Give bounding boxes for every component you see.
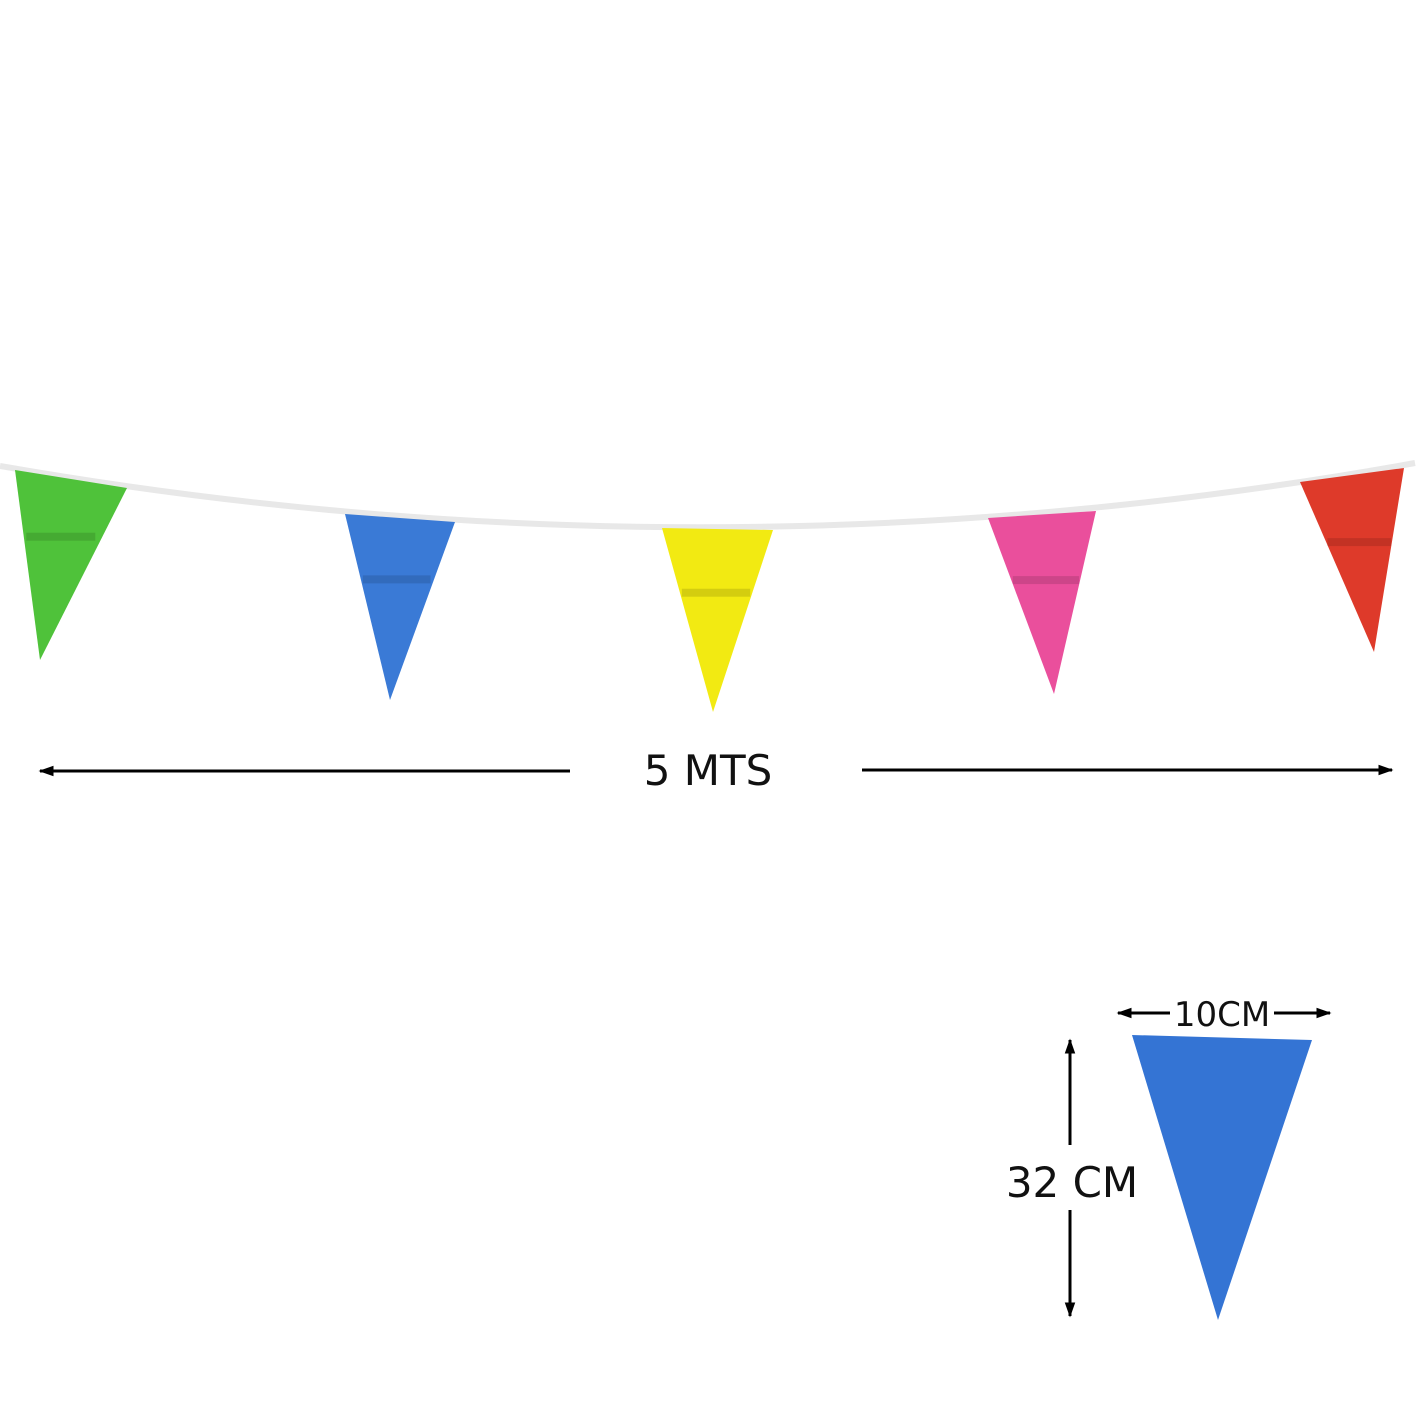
bunting-string — [0, 460, 1416, 531]
length-label: 5 MTS — [644, 746, 773, 795]
flag-fold-shadow — [26, 532, 96, 541]
pennant-flag-pink — [988, 511, 1096, 694]
flag-fold-shadow — [1327, 538, 1392, 547]
flag-fold-shadow — [362, 575, 431, 584]
flag-fold-shadow — [1012, 576, 1080, 585]
height-label: 32 CM — [1006, 1158, 1138, 1207]
detail-flag-blue — [1132, 1035, 1312, 1320]
pennant-flag-red — [1300, 468, 1404, 652]
flag-fold-shadow — [681, 588, 751, 597]
pennant-flag-green — [15, 470, 127, 660]
pennant-flag-blue — [345, 514, 455, 700]
pennant-flag-yellow — [662, 528, 773, 712]
width-label: 10CM — [1174, 995, 1270, 1035]
